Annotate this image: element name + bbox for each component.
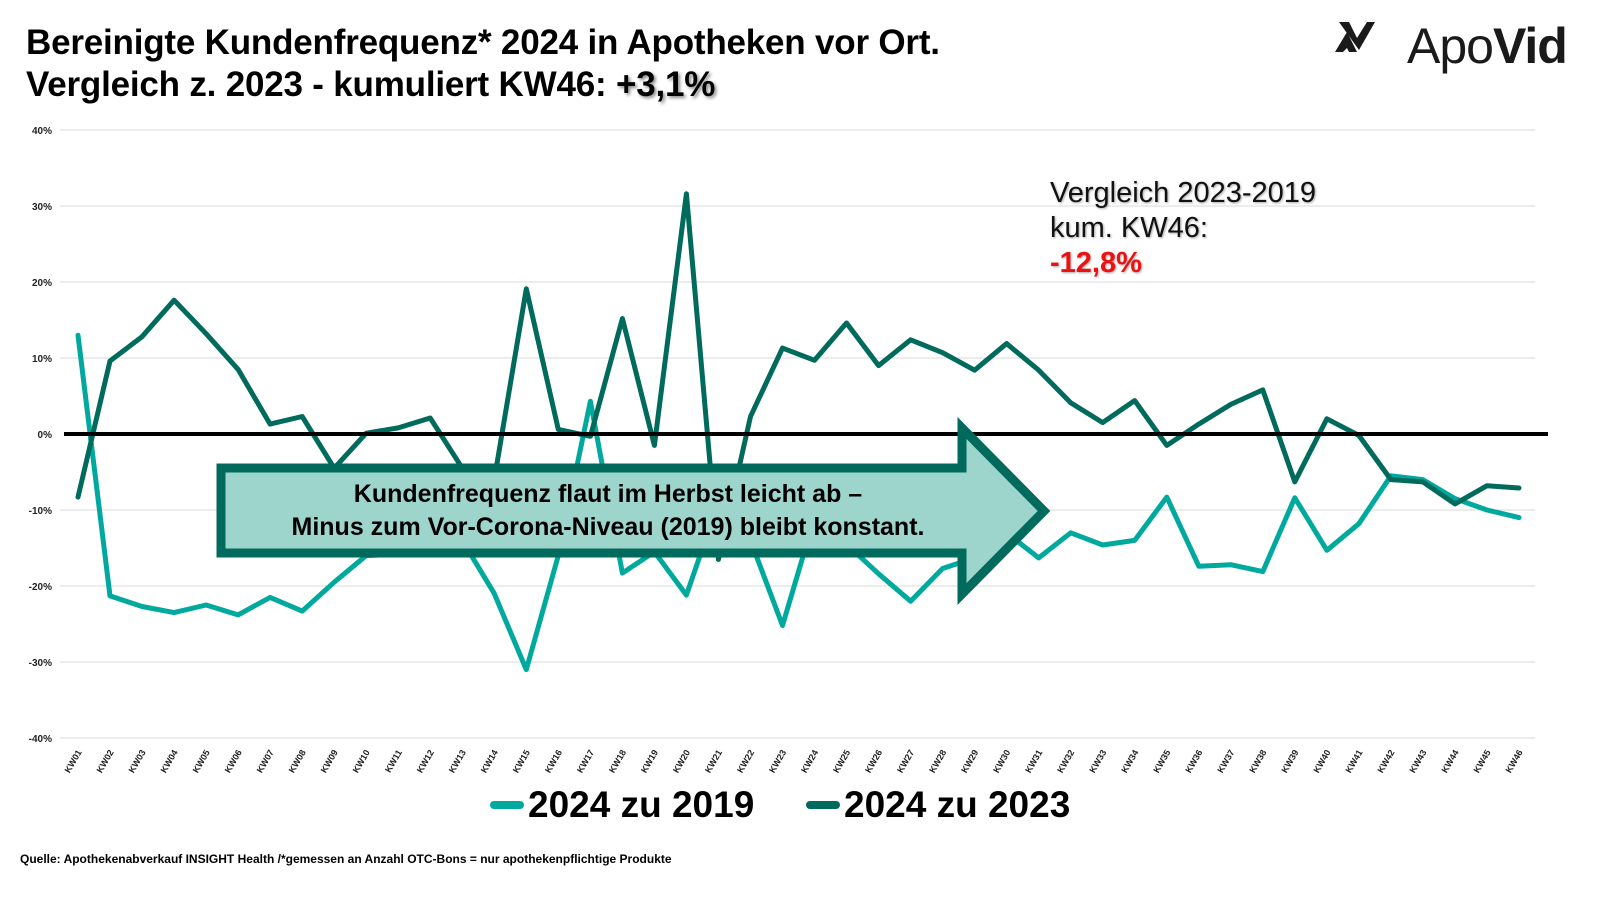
x-tick-label: KW29 — [959, 748, 980, 775]
x-tick-label: KW31 — [1023, 748, 1044, 775]
y-tick-label: 20% — [32, 278, 52, 289]
x-tick-label: KW36 — [1183, 748, 1204, 775]
note-value: -12,8% — [1050, 247, 1142, 279]
legend-swatch-2024-vs-2023 — [806, 801, 840, 809]
x-tick-label: KW37 — [1215, 748, 1236, 775]
x-tick-label: KW15 — [511, 748, 532, 775]
x-tick-label: KW11 — [383, 748, 404, 774]
callout-line-1: Kundenfrequenz flaut im Herbst leicht ab… — [353, 480, 863, 508]
note-line-1: Vergleich 2023-2019 — [1050, 177, 1317, 209]
x-tick-label: KW01 — [63, 748, 84, 775]
legend-item-2024-vs-2023: 2024 zu 2023 — [806, 784, 1070, 826]
legend-swatch-2024-vs-2019 — [490, 801, 524, 809]
y-tick-label: 40% — [32, 126, 52, 137]
callout-text: Kundenfrequenz flaut im Herbst leicht ab… — [228, 478, 988, 544]
x-tick-label: KW24 — [799, 748, 820, 775]
x-tick-label: KW06 — [223, 748, 244, 775]
x-tick-label: KW22 — [735, 748, 756, 775]
title-line-2: Vergleich z. 2023 - kumuliert KW46: +3,1… — [26, 64, 940, 106]
apovid-logo: ApoVid — [1335, 12, 1587, 82]
logo-text-regular: Apo — [1407, 18, 1494, 74]
x-tick-label: KW21 — [703, 748, 724, 775]
x-tick-label: KW25 — [831, 748, 852, 775]
x-tick-label: KW20 — [671, 748, 692, 775]
title-line-1: Bereinigte Kundenfrequenz* 2024 in Apoth… — [26, 23, 940, 62]
legend-label: 2024 zu 2019 — [528, 784, 755, 825]
x-tick-label: KW10 — [351, 748, 372, 775]
apovid-logo-icon — [1335, 22, 1375, 52]
x-tick-label: KW02 — [95, 748, 116, 775]
x-tick-label: KW39 — [1279, 748, 1300, 775]
callout-line-2: Minus zum Vor-Corona-Niveau (2019) bleib… — [291, 513, 925, 541]
note-line-2: kum. KW46: — [1050, 212, 1208, 244]
chart-legend: 2024 zu 2019 2024 zu 2023 — [0, 784, 1600, 836]
x-tick-label: KW14 — [479, 748, 500, 775]
y-axis-ticks: 40% 30% 20% 10% 0% -10% -20% -30% -40% — [29, 126, 52, 745]
logo-text-bold: Vid — [1492, 18, 1568, 74]
x-tick-label: KW41 — [1343, 748, 1364, 775]
comparison-note: Vergleich 2023-2019 kum. KW46: -12,8% — [1050, 176, 1316, 281]
y-tick-label: 30% — [32, 202, 52, 213]
x-tick-label: KW32 — [1055, 748, 1076, 775]
x-tick-label: KW34 — [1119, 748, 1140, 775]
x-tick-label: KW30 — [991, 748, 1012, 775]
x-tick-label: KW40 — [1311, 748, 1332, 775]
x-tick-label: KW04 — [159, 748, 180, 775]
x-tick-label: KW26 — [863, 748, 884, 775]
y-tick-label: -20% — [29, 582, 52, 593]
x-tick-label: KW28 — [927, 748, 948, 775]
x-tick-label: KW35 — [1151, 748, 1172, 775]
chart-title: Bereinigte Kundenfrequenz* 2024 in Apoth… — [26, 22, 940, 106]
legend-label: 2024 zu 2023 — [844, 784, 1071, 825]
x-tick-label: KW38 — [1247, 748, 1268, 775]
x-tick-label: KW46 — [1504, 748, 1525, 775]
series-line-2024-vs-2019 — [75, 332, 1522, 673]
x-tick-label: KW44 — [1440, 748, 1461, 775]
x-tick-label: KW07 — [255, 748, 276, 775]
cumulative-value: +3,1% — [615, 65, 716, 104]
y-tick-label: -30% — [29, 658, 52, 669]
x-tick-label: KW17 — [575, 748, 596, 775]
x-tick-label: KW43 — [1407, 748, 1428, 775]
y-tick-label: -10% — [29, 506, 52, 517]
logo-text: ApoVid — [1407, 16, 1568, 76]
y-tick-label: -40% — [29, 734, 52, 745]
x-tick-label: KW18 — [607, 748, 628, 775]
y-tick-label: 0% — [38, 430, 53, 441]
x-tick-label: KW27 — [895, 748, 916, 775]
legend-item-2024-vs-2019: 2024 zu 2019 — [490, 784, 754, 826]
x-tick-label: KW12 — [415, 748, 436, 775]
x-tick-label: KW23 — [767, 748, 788, 775]
x-tick-label: KW42 — [1375, 748, 1396, 775]
x-tick-label: KW09 — [319, 748, 340, 775]
x-tick-label: KW03 — [127, 748, 148, 775]
x-tick-label: KW08 — [287, 748, 308, 775]
source-note: Quelle: Apothekenabverkauf INSIGHT Healt… — [20, 852, 672, 866]
x-tick-label: KW33 — [1087, 748, 1108, 775]
x-tick-label: KW19 — [639, 748, 660, 775]
y-tick-label: 10% — [32, 354, 52, 365]
title-line-2-prefix: Vergleich z. 2023 - kumuliert KW46: — [26, 65, 616, 104]
callout-arrow-shape — [216, 417, 1051, 605]
x-tick-label: KW16 — [543, 748, 564, 775]
x-tick-label: KW45 — [1472, 748, 1493, 775]
x-tick-label: KW13 — [447, 748, 468, 775]
callout-arrow — [216, 417, 1051, 605]
x-axis-ticks: KW01 KW02 KW03 KW04 KW05 KW06 KW07 KW08 KW09 KW10… — [63, 748, 1525, 775]
x-tick-label: KW05 — [191, 748, 212, 775]
